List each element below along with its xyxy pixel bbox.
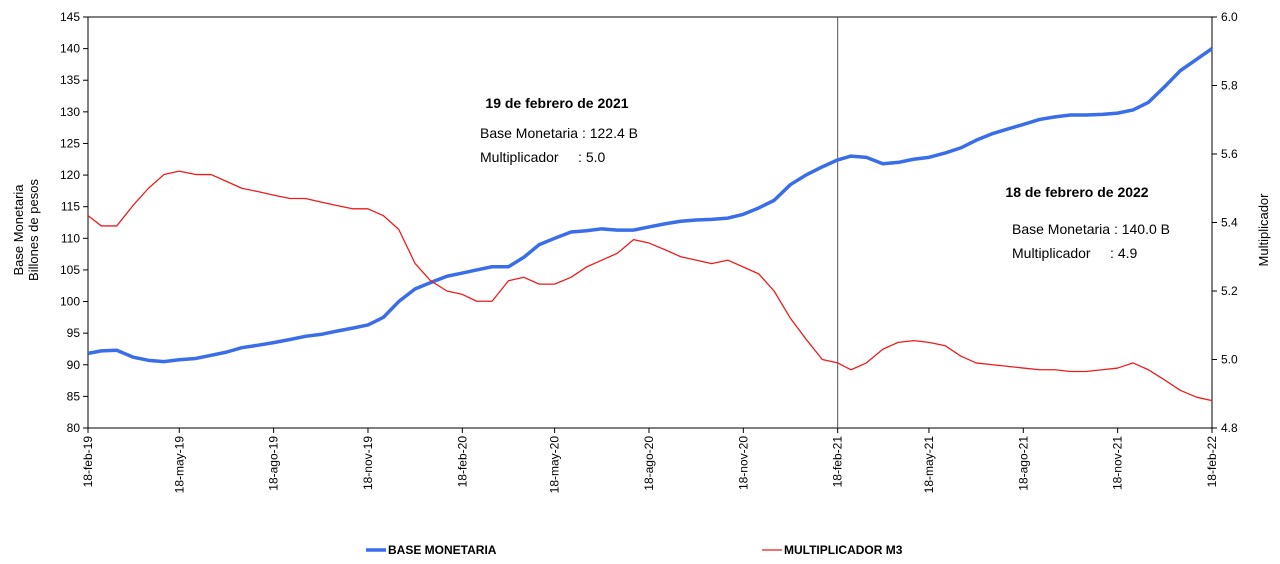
x-tick-label: 18-feb-20 — [455, 436, 469, 488]
y-tick-label: 90 — [67, 358, 81, 372]
annotation-text: Base Monetaria : 122.4 B — [480, 125, 638, 141]
y2-tick-label: 6.0 — [1221, 10, 1238, 24]
y-tick-label: 120 — [60, 168, 80, 182]
y-axis-title-line: Base Monetaria — [11, 184, 26, 276]
y-tick-label: 110 — [61, 231, 80, 245]
x-tick-label: 18-may-20 — [548, 436, 562, 494]
y2-tick-label: 5.8 — [1221, 79, 1238, 93]
legend-label: MULTIPLICADOR M3 — [784, 543, 903, 557]
x-tick-label: 18-ago-20 — [642, 436, 656, 491]
y-tick-label: 145 — [60, 10, 80, 24]
y-tick-label: 95 — [67, 326, 81, 340]
x-tick-label: 18-may-21 — [922, 436, 936, 494]
y-tick-label: 100 — [60, 295, 80, 309]
x-tick-label: 18-nov-19 — [361, 436, 375, 490]
y-tick-label: 80 — [67, 421, 81, 435]
y2-tick-label: 5.2 — [1221, 284, 1238, 298]
annotation-text: Multiplicador : 4.9 — [1012, 245, 1137, 261]
x-tick-label: 18-ago-21 — [1016, 436, 1030, 491]
x-tick-label: 18-may-19 — [172, 436, 186, 494]
y-tick-label: 115 — [61, 200, 80, 214]
y-tick-label: 85 — [67, 389, 81, 403]
y2-tick-label: 5.0 — [1221, 353, 1238, 367]
series-line — [87, 170, 1213, 402]
y-tick-label: 105 — [60, 263, 80, 277]
y-axis-title: Base Monetaria Billones de pesos — [11, 179, 41, 281]
annotation-text: Base Monetaria : 140.0 B — [1012, 221, 1170, 237]
x-tick-label: 18-nov-21 — [1111, 436, 1125, 490]
series-line — [87, 47, 1214, 364]
y2-tick-label: 5.6 — [1221, 147, 1238, 161]
y-tick-label: 135 — [60, 73, 80, 87]
y-tick-label: 125 — [60, 136, 80, 150]
y-tick-label: 140 — [60, 42, 80, 56]
annotation-text: Multiplicador : 5.0 — [480, 149, 605, 165]
y2-tick-label: 4.8 — [1221, 421, 1238, 435]
x-tick-label: 18-ago-19 — [267, 436, 281, 491]
annotation-title: 19 de febrero de 2021 — [485, 95, 628, 111]
annotation-title: 18 de febrero de 2022 — [1005, 184, 1148, 200]
x-tick-label: 18-feb-21 — [831, 436, 845, 488]
y2-tick-label: 5.4 — [1221, 216, 1238, 230]
x-tick-label: 18-feb-19 — [81, 436, 95, 488]
y-tick-label: 130 — [60, 105, 80, 119]
x-tick-label: 18-feb-22 — [1205, 436, 1219, 488]
x-tick-label: 18-nov-20 — [736, 436, 750, 490]
y-axis-title-line: Billones de pesos — [26, 179, 41, 281]
y2-axis-title: Multiplicador — [1256, 193, 1271, 267]
legend-label: BASE MONETARIA — [388, 543, 497, 557]
